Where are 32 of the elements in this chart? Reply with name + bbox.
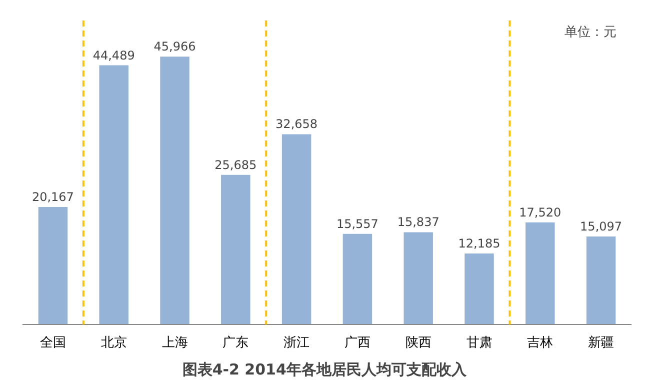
x-tick-label: 浙江 xyxy=(284,336,310,350)
data-label: 45,966 xyxy=(154,40,196,54)
x-tick-label: 吉林 xyxy=(527,336,554,350)
data-label: 15,837 xyxy=(397,215,440,230)
bar xyxy=(526,222,555,324)
text: 单位：元 xyxy=(564,25,617,40)
x-tick-label: 上海 xyxy=(162,336,188,350)
bar xyxy=(38,206,68,324)
data-label: 32,658 xyxy=(276,117,318,132)
x-tick-label: 全国 xyxy=(40,336,66,350)
data-label: 20,167 xyxy=(32,190,74,204)
data-label: 44,489 xyxy=(92,48,135,62)
bar xyxy=(221,174,250,324)
bar xyxy=(342,234,372,324)
bar xyxy=(160,56,190,324)
bar xyxy=(586,236,616,324)
data-label: 17,520 xyxy=(519,205,562,220)
bar xyxy=(99,65,128,324)
bar xyxy=(464,254,494,324)
bar xyxy=(404,232,433,324)
data-label: 12,185 xyxy=(458,236,500,250)
x-tick-label: 甘肃 xyxy=(466,336,492,350)
x-tick-label: 新疆 xyxy=(588,336,614,350)
bar xyxy=(282,134,312,324)
x-tick-label: 北京 xyxy=(100,336,127,350)
x-tick-label: 广西 xyxy=(344,336,370,350)
data-label: 15,557 xyxy=(336,216,378,231)
x-tick-label: 广东 xyxy=(222,336,249,350)
x-tick-label: 陕西 xyxy=(405,336,432,350)
data-label: 15,097 xyxy=(580,220,622,234)
data-label: 25,685 xyxy=(214,158,257,172)
text: 图表4-2 2014年各地居民人均可支配收入 xyxy=(182,360,468,378)
